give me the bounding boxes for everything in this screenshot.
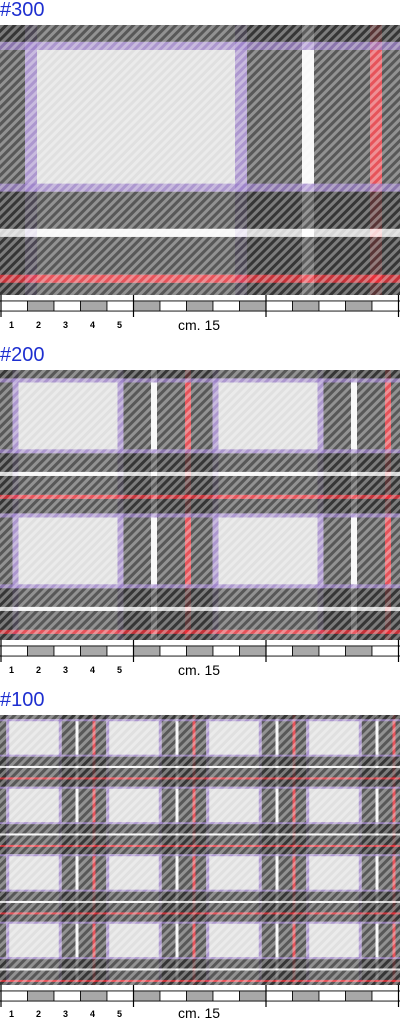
ruler-num-1: 1 — [9, 665, 14, 675]
ruler-num-2: 2 — [36, 665, 41, 675]
ruler-cell — [240, 646, 267, 656]
ruler-cell — [134, 646, 161, 656]
swatch-200-label: #200 — [0, 345, 45, 365]
ruler-cell — [54, 991, 81, 1001]
ruler-num-5: 5 — [117, 665, 122, 675]
ruler-num-1: 1 — [9, 320, 14, 330]
ruler-cell — [81, 991, 108, 1001]
scale-ruler-100: 1 2 3 4 5 cm. 15 — [0, 985, 400, 1020]
ruler-cell — [187, 646, 214, 656]
ruler-cell — [372, 991, 399, 1001]
ruler-cell — [213, 646, 240, 656]
tartan-pattern-200 — [0, 370, 400, 640]
ruler-cell — [187, 991, 214, 1001]
ruler-cell — [293, 991, 320, 1001]
ruler-cell — [266, 646, 293, 656]
ruler-cell — [160, 646, 187, 656]
ruler-cell — [372, 646, 399, 656]
ruler-cell — [213, 991, 240, 1001]
ruler-cell — [107, 301, 134, 311]
ruler-cell — [107, 991, 134, 1001]
ruler-cell — [240, 991, 267, 1001]
ruler-cell — [134, 301, 161, 311]
tartan-swatch-300 — [0, 25, 400, 295]
ruler-num-3: 3 — [63, 1009, 68, 1019]
ruler-cell — [346, 991, 373, 1001]
scale-ruler-200: 1 2 3 4 5 cm. 15 — [0, 640, 400, 680]
ruler-cell — [266, 301, 293, 311]
ruler-num-2: 2 — [36, 1009, 41, 1019]
ruler-cell — [187, 301, 214, 311]
ruler-cell — [134, 991, 161, 1001]
tartan-swatch-100 — [0, 715, 400, 985]
twill-texture — [0, 370, 400, 640]
ruler-cell — [1, 991, 28, 1001]
ruler-cell — [81, 646, 108, 656]
ruler-num-4: 4 — [90, 1009, 95, 1019]
swatch-100-label: #100 — [0, 690, 45, 710]
ruler-cell — [1, 646, 28, 656]
ruler-cell — [319, 991, 346, 1001]
ruler-cell — [213, 301, 240, 311]
ruler-bar-300 — [0, 295, 400, 317]
ruler-cell — [372, 301, 399, 311]
ruler-cell — [107, 646, 134, 656]
ruler-cell — [346, 646, 373, 656]
ruler-num-5: 5 — [117, 1009, 122, 1019]
twill-texture — [0, 25, 400, 295]
ruler-num-4: 4 — [90, 665, 95, 675]
ruler-cell — [266, 991, 293, 1001]
ruler-num-3: 3 — [63, 665, 68, 675]
ruler-bar-100 — [0, 985, 400, 1007]
ruler-cell — [346, 301, 373, 311]
ruler-cell — [293, 301, 320, 311]
ruler-num-2: 2 — [36, 320, 41, 330]
ruler-cell — [28, 646, 55, 656]
ruler-cell — [319, 646, 346, 656]
ruler-unit-label: cm. 15 — [178, 662, 220, 678]
ruler-bar-200 — [0, 640, 400, 662]
ruler-cell — [160, 991, 187, 1001]
swatch-300-label: #300 — [0, 0, 45, 20]
ruler-num-1: 1 — [9, 1009, 14, 1019]
ruler-cell — [81, 301, 108, 311]
ruler-unit-label: cm. 15 — [178, 1005, 220, 1021]
ruler-cell — [160, 301, 187, 311]
twill-texture — [0, 715, 400, 985]
tartan-pattern-100 — [0, 715, 400, 985]
ruler-unit-label: cm. 15 — [178, 317, 220, 333]
ruler-cell — [293, 646, 320, 656]
ruler-num-5: 5 — [117, 320, 122, 330]
tartan-swatch-200 — [0, 370, 400, 640]
scale-ruler-300: 1 2 3 4 5 cm. 15 — [0, 295, 400, 335]
tartan-pattern-300 — [0, 25, 400, 295]
ruler-cell — [319, 301, 346, 311]
ruler-cell — [240, 301, 267, 311]
ruler-cell — [28, 301, 55, 311]
ruler-cell — [28, 991, 55, 1001]
ruler-cell — [54, 301, 81, 311]
ruler-num-4: 4 — [90, 320, 95, 330]
ruler-num-3: 3 — [63, 320, 68, 330]
ruler-cell — [54, 646, 81, 656]
ruler-cell — [1, 301, 28, 311]
